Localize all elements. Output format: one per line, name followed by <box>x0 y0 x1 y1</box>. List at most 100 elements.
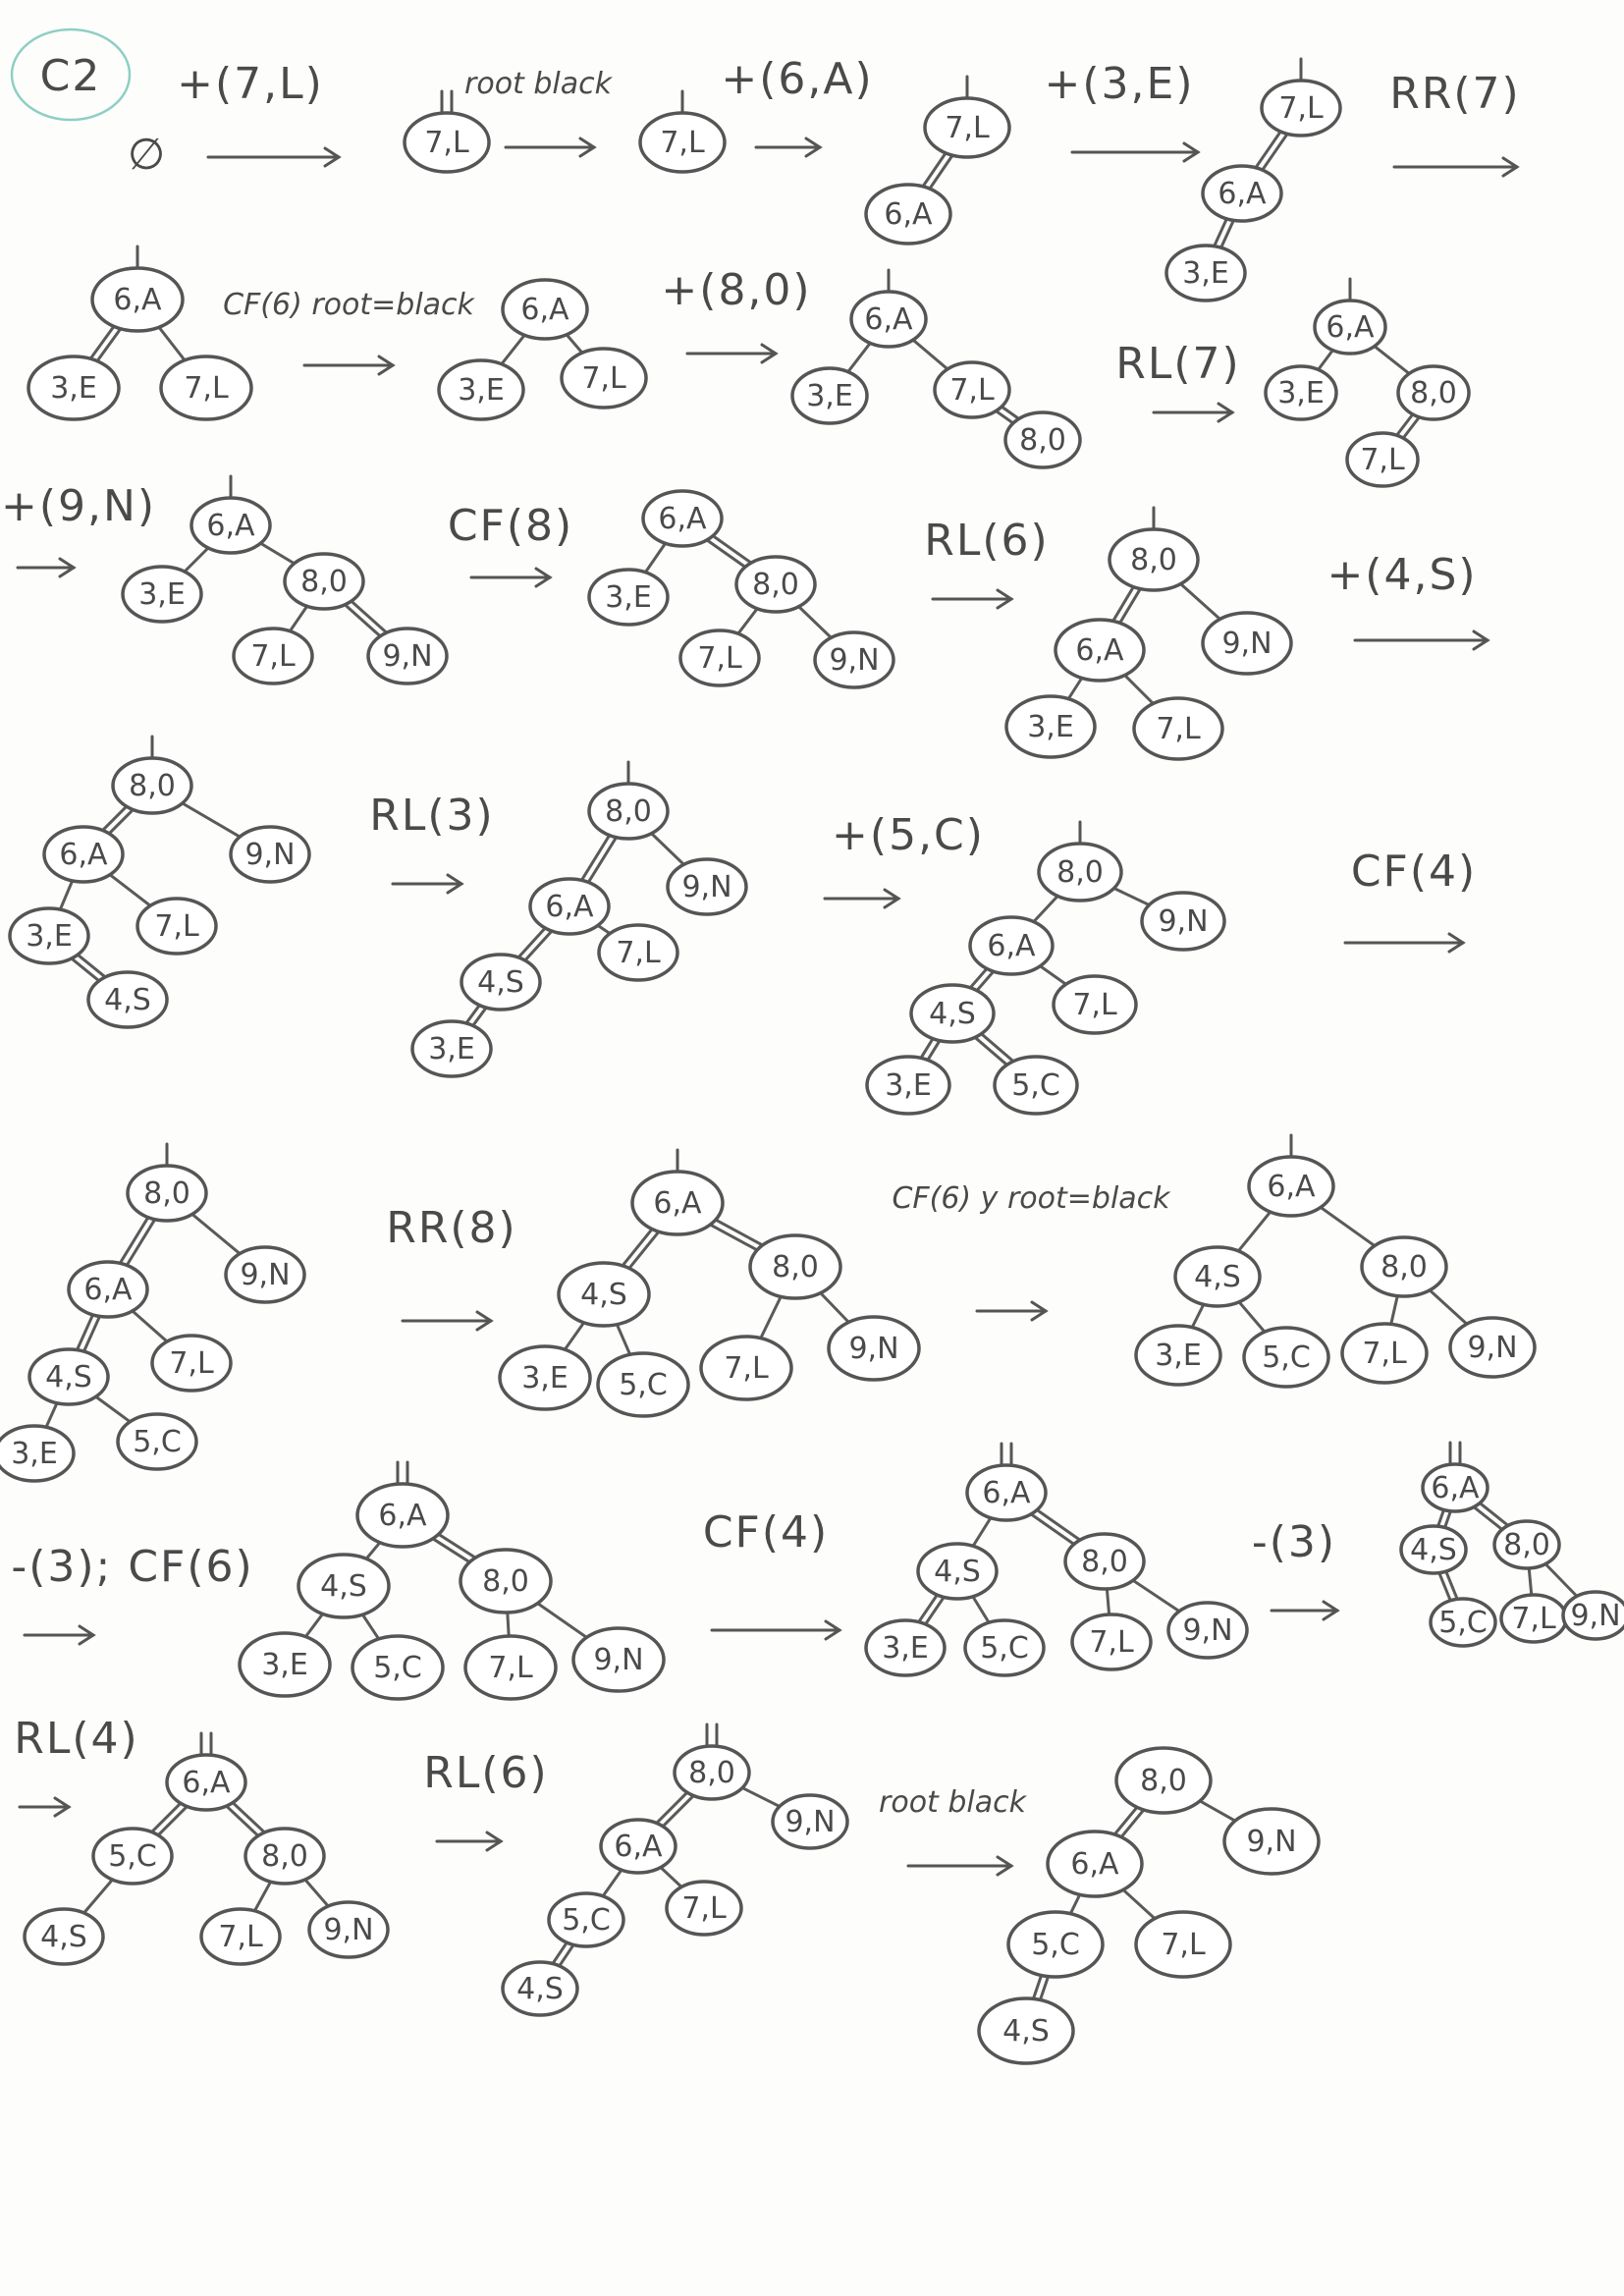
node-circle <box>673 1744 751 1801</box>
node-circle <box>460 953 542 1011</box>
node-label: 3,E <box>428 1032 475 1066</box>
node-label: 6,A <box>864 302 913 337</box>
tree-node: 7,L <box>665 1880 743 1937</box>
arrow-head-icon <box>1447 932 1466 954</box>
tree-node: 6,A <box>1313 299 1387 355</box>
tree-node: 5,C <box>596 1351 690 1418</box>
tree-node: 7,L <box>1499 1593 1568 1644</box>
operation-19: CF(4) <box>703 1507 842 1641</box>
node-label: 4,S <box>40 1920 87 1954</box>
node-circle <box>790 366 869 425</box>
tree-node: 3,E <box>790 366 869 425</box>
tree-node: 8,0 <box>283 552 365 611</box>
node-label: 6,A <box>1267 1170 1316 1204</box>
tree-node: 6,A <box>501 278 589 341</box>
node-label: 7,L <box>488 1651 533 1685</box>
node-circle <box>8 906 90 965</box>
node-circle <box>27 355 121 421</box>
operation-label: +(3,E) <box>1045 59 1195 109</box>
node-circle <box>501 278 589 341</box>
node-circle <box>641 489 724 548</box>
tree-node: 7,L <box>1052 974 1138 1035</box>
node-label: 7,L <box>660 126 705 160</box>
node-label: 9,N <box>681 870 731 904</box>
tree-node: 3,E <box>0 1424 76 1483</box>
node-circle <box>1360 1235 1448 1298</box>
operation-label: RL(3) <box>369 791 494 841</box>
node-circle <box>459 1548 553 1614</box>
tree-state-11: 8,0 6,A 9,N 3,E 7,L <box>1004 506 1293 761</box>
node-label: 7,L <box>169 1346 214 1381</box>
tree-node: 6,A <box>42 825 125 884</box>
node-circle <box>1063 1532 1146 1591</box>
node-label: 7,L <box>1161 1928 1206 1962</box>
tree-node: 7,L <box>1340 1322 1429 1385</box>
operation-label: -(3) <box>1252 1517 1336 1567</box>
tree-node: 7,L <box>1260 79 1342 137</box>
tree-node: 3,E <box>410 1019 493 1078</box>
node-circle <box>1448 1316 1537 1379</box>
tree-state-6: 6,A 3,E 7,L <box>437 278 648 421</box>
node-label: 7,L <box>945 111 990 145</box>
node-circle <box>1173 1245 1262 1308</box>
arrow-head-icon <box>475 1310 494 1332</box>
node-label: 9,N <box>1467 1331 1517 1365</box>
node-circle <box>27 1347 110 1406</box>
tree-node: 6,A <box>965 1463 1048 1522</box>
node-circle <box>1222 1807 1321 1876</box>
tree-node: 7,L <box>678 629 761 687</box>
node-circle <box>189 496 272 555</box>
tree-node: 7,L <box>933 360 1011 419</box>
tree-node: 6,A <box>528 877 611 936</box>
node-label: 5,C <box>1262 1340 1311 1375</box>
tree-node: 3,E <box>1264 364 1338 421</box>
operation-label: root black <box>464 67 614 101</box>
operation-label: CF(4) <box>703 1507 829 1558</box>
node-label: 8,0 <box>772 1250 819 1285</box>
tree-node: 7,L <box>597 923 679 982</box>
tree-node: 6,A <box>1201 164 1283 223</box>
node-circle <box>1313 299 1387 355</box>
node-circle <box>596 1351 690 1418</box>
node-circle <box>351 1634 445 1701</box>
node-circle <box>1561 1590 1624 1641</box>
node-label: 5,C <box>133 1425 182 1459</box>
operation-label: +(8,0) <box>661 265 811 315</box>
node-label: 8,0 <box>1081 1545 1128 1579</box>
arrow-head-icon <box>485 1831 504 1852</box>
node-label: 9,N <box>240 1258 290 1292</box>
operation-label: RL(4) <box>14 1714 138 1764</box>
node-circle <box>126 1164 208 1223</box>
tree-node: 9,N <box>1201 611 1293 676</box>
tree-node: 5,C <box>993 1055 1079 1116</box>
operation-label: CF(8) <box>448 501 573 551</box>
tree-state-3: 7,L 6,A <box>864 75 1011 246</box>
node-circle <box>463 1634 558 1701</box>
node-circle <box>111 756 193 815</box>
node-circle <box>42 825 125 884</box>
node-label: 8,0 <box>605 794 652 829</box>
operation-label: root black <box>879 1785 1028 1820</box>
tree-node: 4,S <box>86 970 169 1029</box>
tree-node: 6,A <box>849 290 928 349</box>
node-label: 3,E <box>885 1068 932 1103</box>
node-label: 7,L <box>1511 1602 1556 1636</box>
node-circle <box>923 96 1011 159</box>
node-circle <box>199 1907 282 1966</box>
arrow-head-icon <box>78 1624 96 1646</box>
tree-state-2: 7,L <box>638 89 727 174</box>
node-label: 3,E <box>26 919 73 954</box>
node-label: 8,0 <box>129 769 176 803</box>
operation-2: root black <box>464 67 614 158</box>
node-label: 3,E <box>1027 710 1074 744</box>
node-circle <box>560 347 648 410</box>
page-tag-label: C2 <box>40 51 102 101</box>
node-circle <box>968 915 1055 976</box>
operation-13: RL(3) <box>369 791 494 895</box>
operation-label: CF(4) <box>1351 847 1477 897</box>
node-circle <box>1003 410 1082 469</box>
node-circle <box>91 1827 174 1886</box>
arrow-head-icon <box>377 355 396 376</box>
tree-node: 4,S <box>1399 1524 1468 1575</box>
